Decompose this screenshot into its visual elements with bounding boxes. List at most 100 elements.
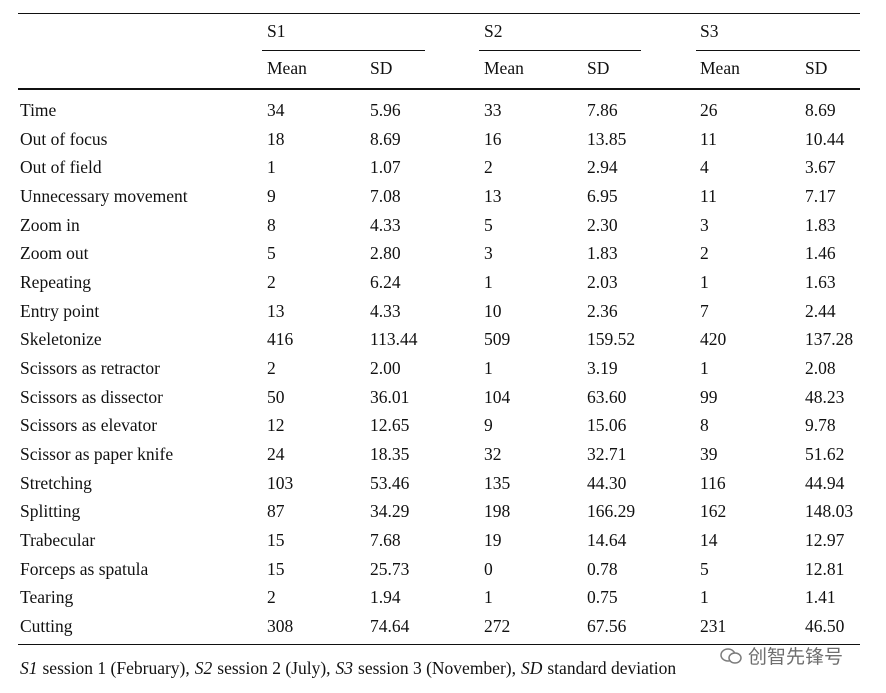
- cell: 0: [484, 558, 493, 579]
- cell: 53.46: [370, 472, 410, 493]
- cell: 99: [700, 386, 718, 407]
- cell: 14: [700, 530, 718, 550]
- cell: 4: [700, 157, 709, 178]
- cell: 32: [484, 444, 502, 464]
- row-label: Splitting: [20, 501, 81, 522]
- cell: 36.01: [370, 386, 410, 407]
- cell: 18.35: [370, 444, 410, 464]
- cell: 135: [484, 472, 511, 493]
- cell: 420: [700, 329, 727, 350]
- cell: 50: [267, 386, 285, 407]
- cell: 2: [484, 157, 493, 178]
- cell: 63.60: [587, 386, 627, 407]
- cell: 166.29: [587, 501, 636, 522]
- cell: 0.78: [587, 558, 618, 579]
- cell: 10: [484, 300, 502, 321]
- footnote-abbr: S2: [194, 658, 213, 678]
- column-header: SD: [587, 58, 610, 78]
- group-rule: [479, 50, 641, 51]
- cell: 7.17: [805, 186, 836, 206]
- cell: 272: [484, 616, 511, 636]
- cell: 1: [700, 587, 709, 608]
- cell: 18: [267, 128, 285, 149]
- cell: 14.64: [587, 530, 627, 550]
- cell: 13: [484, 186, 502, 206]
- row-label: Scissors as elevator: [20, 415, 158, 436]
- cell: 509: [484, 329, 511, 350]
- cell: 137.28: [805, 329, 854, 350]
- cell: 6.95: [587, 186, 618, 206]
- cell: 2.36: [587, 300, 618, 321]
- row-label: Cutting: [20, 616, 73, 636]
- watermark-icon: [720, 648, 742, 664]
- row-label: Out of field: [20, 157, 102, 178]
- row-label: Unnecessary movement: [20, 186, 188, 206]
- cell: 1.94: [370, 587, 401, 608]
- row-label: Repeating: [20, 272, 91, 292]
- cell: 3.67: [805, 157, 836, 178]
- cell: 12.81: [805, 558, 845, 579]
- cell: 1.41: [805, 587, 836, 608]
- cell: 2.94: [587, 157, 618, 178]
- cell: 1.83: [805, 214, 836, 235]
- row-label: Scissors as dissector: [20, 386, 163, 407]
- cell: 308: [267, 616, 294, 636]
- cell: 7.86: [587, 100, 618, 120]
- cell: 19: [484, 530, 502, 550]
- cell: 15.06: [587, 415, 627, 436]
- cell: 32.71: [587, 444, 627, 464]
- footnote-abbr: S1: [20, 658, 38, 678]
- cell: 116: [700, 472, 726, 493]
- cell: 2: [267, 587, 276, 608]
- cell: 13: [267, 300, 285, 321]
- cell: 113.44: [370, 329, 418, 350]
- cell: 5.96: [370, 100, 401, 120]
- footnote-text: session 1 (February),: [42, 658, 190, 678]
- cell: 46.50: [805, 616, 845, 636]
- cell: 2.00: [370, 358, 401, 378]
- row-label: Time: [20, 100, 57, 120]
- cell: 8.69: [370, 128, 401, 149]
- cell: 12.97: [805, 530, 845, 550]
- cell: 34: [267, 100, 285, 120]
- column-header: Mean: [267, 58, 307, 78]
- cell: 8: [267, 214, 276, 235]
- row-label: Out of focus: [20, 128, 108, 149]
- cell: 15: [267, 558, 285, 579]
- cell: 51.62: [805, 444, 845, 464]
- footnote-abbr: S3: [335, 658, 354, 678]
- watermark: 创智先锋号: [720, 642, 843, 669]
- cell: 8: [700, 415, 709, 436]
- row-label: Trabecular: [20, 530, 96, 550]
- cell: 74.64: [370, 616, 410, 636]
- watermark-text: 创智先锋号: [748, 646, 844, 668]
- cell: 24: [267, 444, 285, 464]
- group-rule: [262, 50, 425, 51]
- row-label: Skeletonize: [20, 329, 102, 350]
- cell: 9: [484, 415, 493, 436]
- cell: 4.33: [370, 300, 401, 321]
- cell: 7: [700, 300, 709, 321]
- cell: 162: [700, 501, 727, 522]
- bottom-rule: [18, 644, 860, 645]
- cell: 4.33: [370, 214, 401, 235]
- footnote-text: session 3 (November),: [358, 658, 516, 678]
- cell: 104: [484, 386, 511, 407]
- top-rule: [18, 13, 860, 14]
- footnote-abbr: SD: [520, 658, 543, 678]
- row-label: Scissor as paper knife: [20, 444, 174, 464]
- cell: 231: [700, 616, 727, 636]
- cell: 1.07: [370, 157, 401, 178]
- cell: 416: [267, 329, 294, 350]
- cell: 2.03: [587, 272, 618, 292]
- row-label: Tearing: [20, 587, 74, 608]
- cell: 3: [484, 243, 493, 264]
- row-label: Entry point: [20, 300, 100, 321]
- cell: 5: [267, 243, 276, 264]
- cell: 9.78: [805, 415, 836, 436]
- cell: 148.03: [805, 501, 854, 522]
- cell: 3.19: [587, 358, 618, 378]
- cell: 16: [484, 128, 502, 149]
- row-label: Forceps as spatula: [20, 558, 149, 579]
- cell: 34.29: [370, 501, 410, 522]
